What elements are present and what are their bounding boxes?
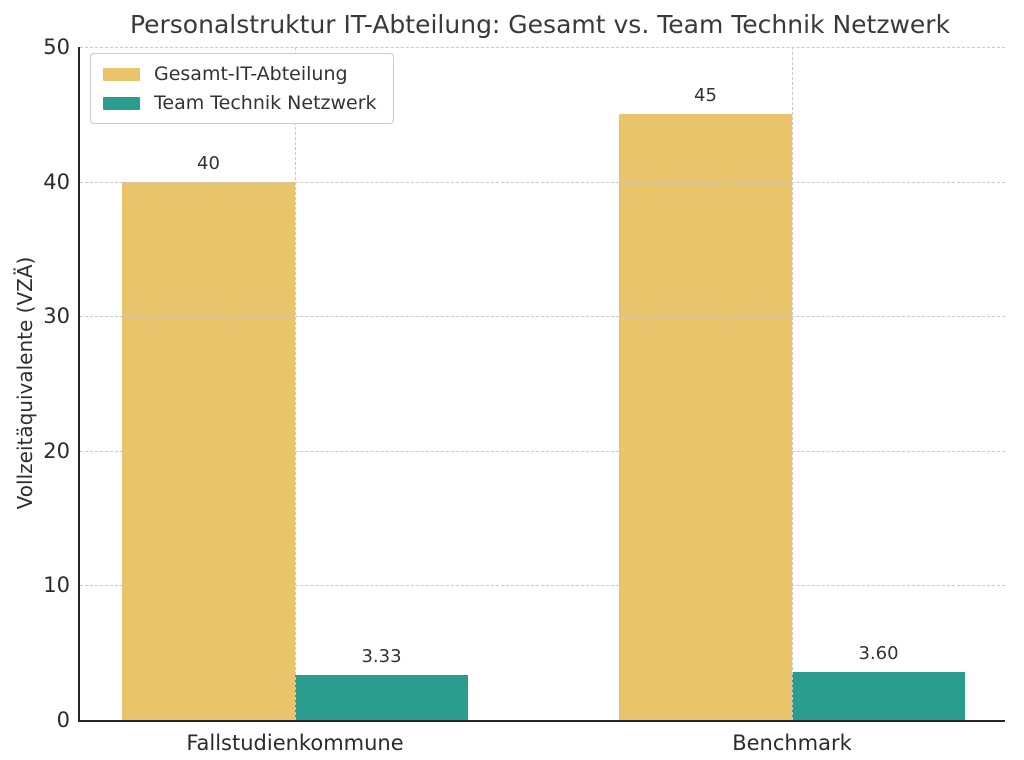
y-tick-label: 20: [43, 438, 70, 463]
gridline-vertical: [792, 47, 793, 720]
legend-swatch-gesamt-icon: [103, 67, 140, 81]
legend: Gesamt-IT-Abteilung Team Technik Netzwer…: [90, 53, 394, 124]
y-axis-label: Vollzeitäquivalente (VZÄ): [13, 256, 37, 510]
legend-swatch-team-icon: [103, 96, 140, 110]
gridline-horizontal: [80, 450, 1005, 452]
x-tick-label: Benchmark: [732, 731, 852, 755]
gridline-horizontal: [80, 181, 1005, 183]
legend-label-team: Team Technik Netzwerk: [154, 92, 377, 114]
bar-value-label: 3.60: [858, 642, 899, 664]
legend-item-team: Team Technik Netzwerk: [103, 92, 377, 114]
bar-team-1: [792, 671, 965, 720]
plot-area: Gesamt-IT-Abteilung Team Technik Netzwer…: [43, 35, 1005, 755]
y-tick-label: 10: [43, 573, 70, 598]
y-tick-label: 50: [43, 35, 70, 59]
y-tick-label: 0: [56, 708, 70, 732]
bar-value-label: 40: [197, 152, 220, 174]
bar-gesamt-1: [619, 114, 792, 720]
legend-label-gesamt: Gesamt-IT-Abteilung: [154, 63, 348, 85]
bar-team-0: [295, 675, 468, 720]
legend-item-gesamt: Gesamt-IT-Abteilung: [103, 63, 377, 85]
y-tick-label: 40: [43, 169, 70, 194]
gridline-horizontal: [80, 47, 1005, 48]
bar-value-label: 3.33: [361, 646, 402, 668]
chart-title: Personalstruktur IT-Abteilung: Gesamt vs…: [129, 10, 951, 39]
gridline-horizontal: [80, 585, 1005, 587]
x-tick-label: Fallstudienkommune: [186, 731, 404, 755]
bar-value-label: 45: [694, 85, 717, 107]
y-tick-label: 30: [43, 304, 70, 329]
gridline-vertical: [295, 47, 296, 720]
gridline-horizontal: [80, 316, 1005, 318]
